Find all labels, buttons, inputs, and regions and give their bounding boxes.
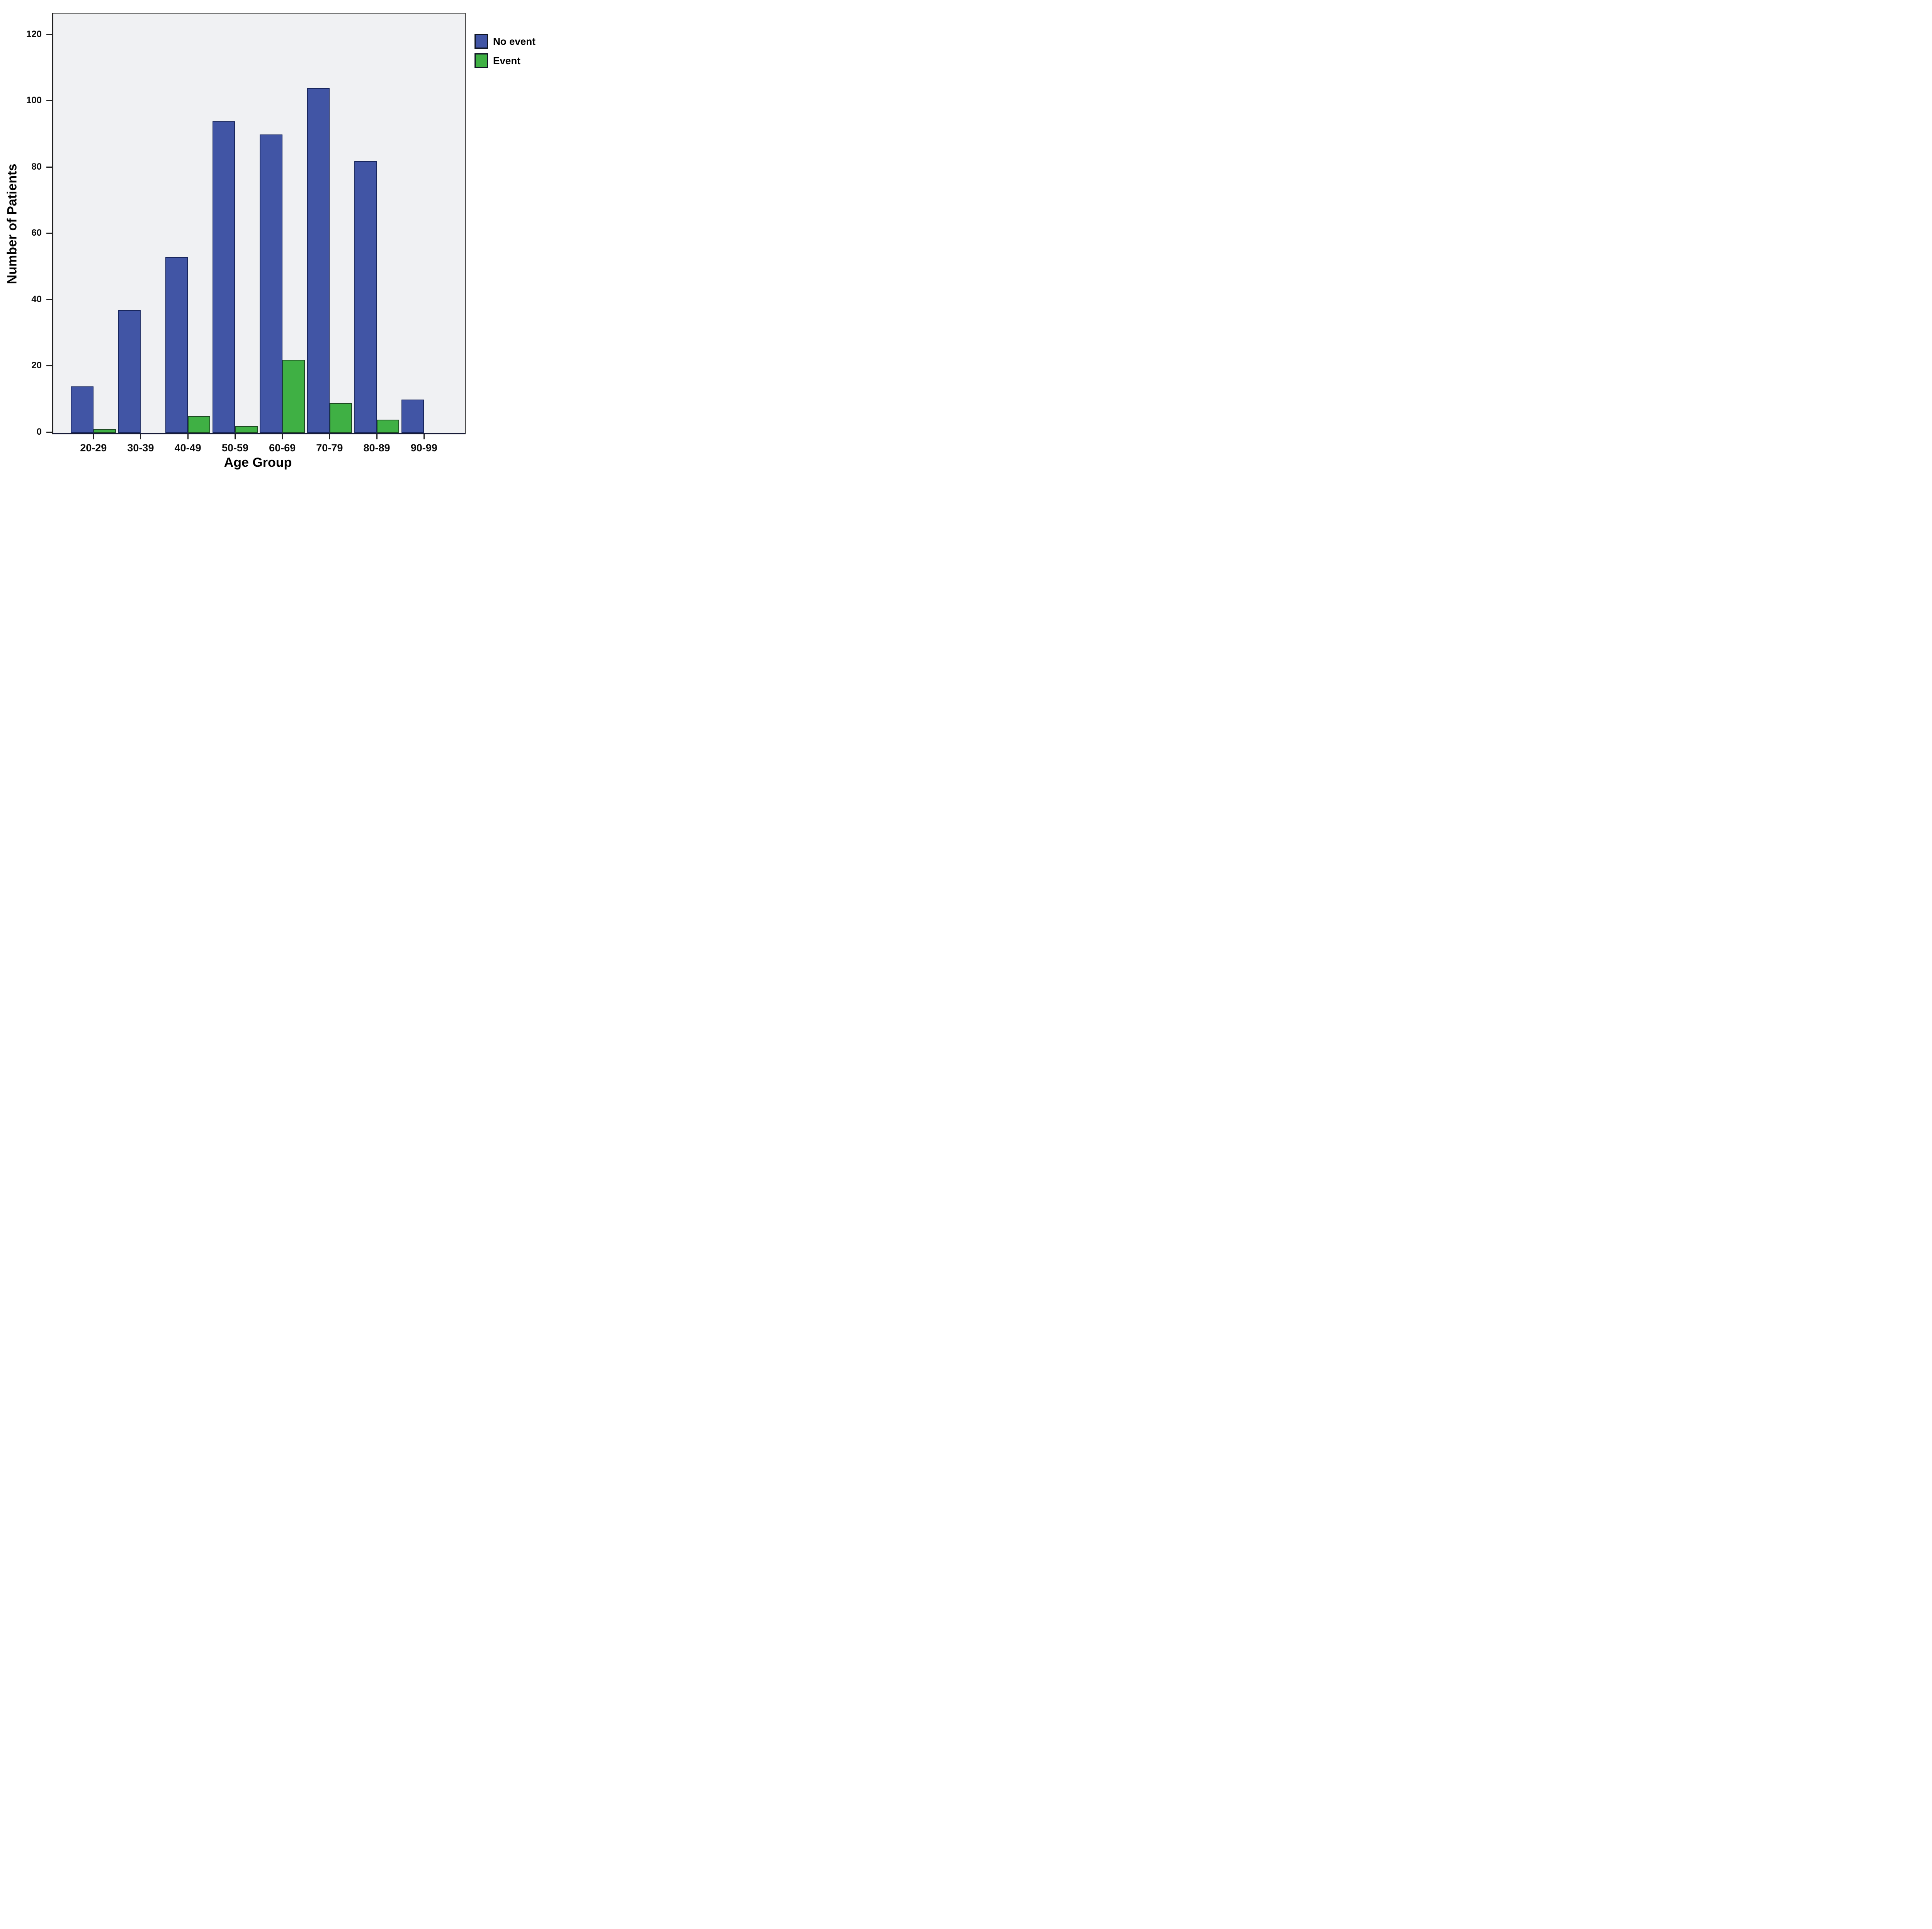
x-tick-label-30-39: 30-39: [127, 442, 154, 454]
y-tick-mark-20: [46, 365, 52, 367]
bar-no-event-50-59: [213, 121, 235, 433]
y-tick-mark-0: [46, 432, 52, 433]
bar-no-event-30-39: [118, 310, 141, 433]
bar-event-60-69: [282, 360, 305, 433]
legend-swatch-no-event-icon: [474, 34, 488, 49]
plot-area: [52, 13, 466, 434]
bar-no-event-80-89: [354, 161, 377, 433]
bar-no-event-60-69: [260, 134, 282, 433]
y-tick-mark-40: [46, 299, 52, 300]
x-tick-mark-20-29: [93, 434, 94, 439]
legend: No event Event: [474, 34, 536, 73]
y-tick-mark-120: [46, 34, 52, 35]
bar-no-event-40-49: [165, 257, 188, 433]
x-axis-title: Age Group: [224, 455, 292, 470]
x-tick-label-90-99: 90-99: [410, 442, 437, 454]
x-tick-mark-80-89: [376, 434, 378, 439]
x-tick-label-70-79: 70-79: [316, 442, 343, 454]
bar-event-50-59: [235, 426, 258, 433]
bar-chart-figure: Number of Patients 0 20 40 60 80 100 120 20-29…: [0, 0, 539, 482]
x-tick-mark-70-79: [329, 434, 330, 439]
y-tick-label-80: 80: [31, 161, 42, 172]
y-tick-label-100: 100: [26, 95, 42, 106]
legend-label-event: Event: [493, 54, 520, 66]
x-tick-label-40-49: 40-49: [174, 442, 201, 454]
legend-swatch-event-icon: [474, 53, 488, 68]
y-tick-mark-100: [46, 100, 52, 102]
bar-no-event-90-99: [401, 400, 424, 433]
y-axis-title: Number of Patients: [5, 163, 20, 284]
bar-event-40-49: [188, 416, 211, 433]
y-tick-mark-60: [46, 233, 52, 234]
legend-item-event: Event: [474, 53, 536, 68]
y-tick-label-0: 0: [36, 427, 42, 437]
y-tick-label-40: 40: [31, 294, 42, 304]
legend-label-no-event: No event: [493, 35, 536, 47]
bar-event-70-79: [329, 403, 352, 433]
x-tick-mark-90-99: [423, 434, 425, 439]
x-tick-label-80-89: 80-89: [363, 442, 390, 454]
bar-no-event-20-29: [71, 386, 94, 433]
y-tick-label-20: 20: [31, 360, 42, 371]
bar-event-80-89: [377, 419, 400, 433]
bar-event-20-29: [93, 429, 116, 433]
y-tick-label-60: 60: [31, 228, 42, 238]
x-tick-label-60-69: 60-69: [269, 442, 296, 454]
x-tick-label-20-29: 20-29: [80, 442, 107, 454]
y-tick-mark-80: [46, 166, 52, 168]
x-tick-mark-40-49: [187, 434, 189, 439]
x-tick-label-50-59: 50-59: [221, 442, 248, 454]
x-tick-mark-30-39: [140, 434, 141, 439]
y-tick-label-120: 120: [26, 29, 42, 39]
legend-item-no-event: No event: [474, 34, 536, 49]
x-tick-mark-50-59: [234, 434, 236, 439]
bar-no-event-70-79: [307, 88, 330, 433]
x-tick-mark-60-69: [282, 434, 283, 439]
